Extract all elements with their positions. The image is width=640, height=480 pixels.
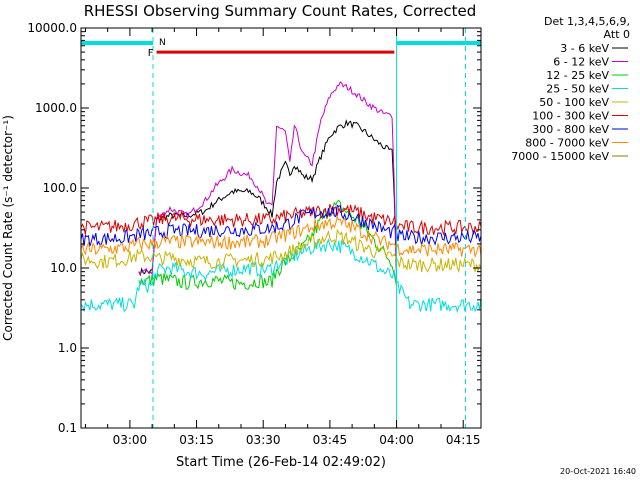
- night-label: N: [159, 38, 166, 48]
- series-line: [80, 203, 482, 237]
- y-tick-label: 100.0: [43, 181, 77, 195]
- series-line: [138, 199, 398, 291]
- plot-area-frame: [80, 27, 482, 429]
- legend-entry-label: 6 - 12 keV: [553, 56, 609, 69]
- x-tick-label: 03:30: [246, 433, 281, 447]
- footer-date: 20-Oct-2021 16:40: [560, 467, 636, 476]
- y-axis-label: Corrected Count Rate (s⁻¹ detector⁻¹): [1, 115, 15, 341]
- legend-entry-label: 50 - 100 keV: [539, 96, 609, 109]
- legend-header: Det 1,3,4,5,6,9,: [544, 15, 630, 28]
- x-axis-label: Start Time (26-Feb-14 02:49:02): [176, 455, 386, 470]
- x-tick-label: 04:00: [379, 433, 414, 447]
- x-tick-label: 03:45: [313, 433, 348, 447]
- series-line: [80, 237, 482, 314]
- y-tick-label: 10000.0: [27, 21, 77, 35]
- flare-flag-label: F: [148, 48, 154, 59]
- chart-title: RHESSI Observing Summary Count Rates, Co…: [84, 2, 477, 20]
- legend-entry-label: 12 - 25 keV: [546, 69, 609, 82]
- legend-header: Att 0: [604, 28, 630, 41]
- chart-overlays: FN: [81, 28, 481, 428]
- legend-entry-label: 3 - 6 keV: [560, 42, 609, 55]
- series-line: [80, 215, 482, 259]
- y-tick-label: 10.0: [50, 261, 77, 275]
- x-tick-label: 03:15: [179, 433, 214, 447]
- legend-entry-label: 7000 - 15000 keV: [511, 150, 609, 163]
- series-curves: [80, 81, 482, 314]
- legend-entry-label: 100 - 300 keV: [532, 110, 609, 123]
- series-line: [138, 119, 398, 280]
- y-tick-label: 0.1: [58, 421, 77, 435]
- y-axis: 10000.0 1000.0 100.0 10.0 1.0 0.1: [27, 21, 481, 435]
- x-axis: 03:00 03:15 03:30 03:45 04:00 04:15: [84, 28, 481, 447]
- x-tick-label: 04:15: [446, 433, 481, 447]
- series-line: [80, 204, 482, 248]
- legend-entry-label: 800 - 7000 keV: [525, 137, 609, 150]
- x-tick-label: 03:00: [113, 433, 148, 447]
- legend-entry-label: 25 - 50 keV: [546, 83, 609, 96]
- y-tick-label: 1.0: [58, 341, 77, 355]
- legend-entry-label: 300 - 800 keV: [532, 123, 609, 136]
- y-tick-label: 1000.0: [35, 101, 77, 115]
- series-line: [80, 228, 482, 274]
